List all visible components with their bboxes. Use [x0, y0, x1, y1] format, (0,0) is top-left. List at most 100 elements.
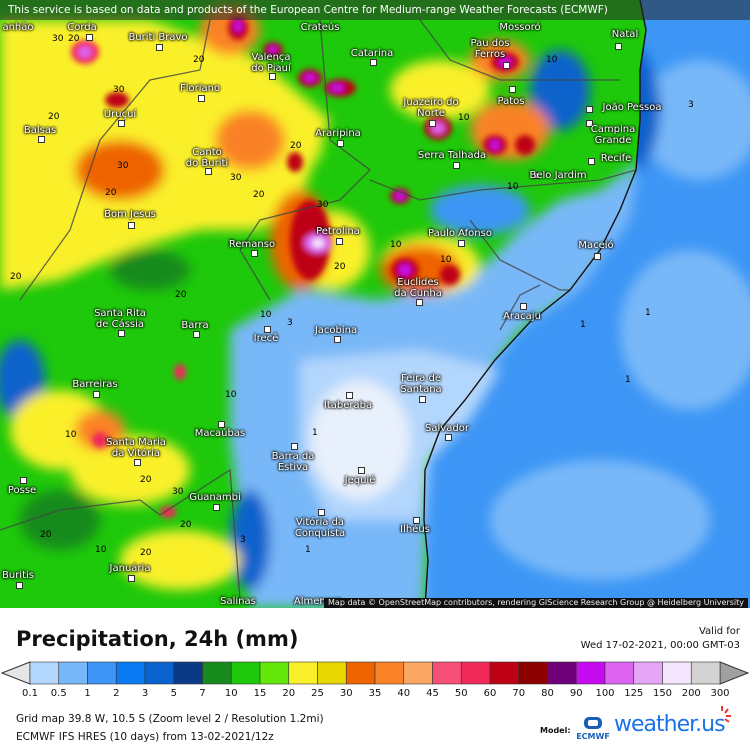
city-label[interactable]: Posse [7, 485, 37, 496]
city-label[interactable]: Buriti Bravo [128, 32, 188, 43]
city-label[interactable]: Crateús [300, 22, 340, 33]
model-label: Model: [540, 726, 571, 735]
color-swatch [374, 661, 405, 685]
city-label[interactable]: Uruçuí [103, 109, 137, 120]
city-marker [291, 443, 298, 450]
city-label[interactable]: Campina Grande [590, 124, 636, 146]
city-label[interactable]: Macaúbas [194, 428, 246, 439]
city-label[interactable]: Salinas [220, 596, 256, 607]
city-label[interactable]: Petrolina [316, 226, 360, 237]
city-label[interactable]: Itaberaba [323, 400, 373, 411]
city-label[interactable]: Vitória da Conquista [294, 517, 346, 539]
city-label[interactable]: Pau dos Ferros [470, 38, 510, 60]
city-label[interactable]: Catarina [350, 48, 394, 59]
isoline-label: 30 [113, 85, 125, 95]
city-label[interactable]: Corda [67, 22, 97, 33]
city-label[interactable]: Buritis [2, 570, 34, 581]
city-label[interactable]: Guanambi [189, 492, 241, 503]
city-marker [419, 396, 426, 403]
city-label[interactable]: Araripina [315, 128, 361, 139]
city-label[interactable]: Maceió [578, 240, 614, 251]
city-marker [198, 95, 205, 102]
city-label[interactable]: Barra da Estiva [271, 451, 315, 473]
city-label[interactable]: Jacobina [314, 325, 358, 336]
scale-tick-label: 90 [569, 688, 583, 699]
color-swatch [633, 661, 663, 685]
city-label[interactable]: Valença do Piauí [251, 52, 291, 74]
ecmwf-logo-icon [584, 717, 602, 729]
city-label[interactable]: João Pessoa [602, 102, 662, 113]
ecmwf-notice-banner: This service is based on data and produc… [0, 0, 750, 20]
scale-tick-label: 60 [483, 688, 497, 699]
city-label[interactable]: Natal [611, 29, 639, 40]
city-label[interactable]: Floriano [179, 83, 221, 94]
scale-tick-label: 45 [426, 688, 439, 699]
isoline-label: 10 [390, 240, 402, 250]
city-label[interactable]: Santa Rita de Cássia [94, 308, 146, 330]
city-marker [128, 222, 135, 229]
city-marker [318, 509, 325, 516]
grid-info: Grid map 39.8 W, 10.5 S (Zoom level 2 / … [16, 713, 324, 725]
map-attribution: Map data © OpenStreetMap contributors, r… [324, 598, 748, 608]
legend-title: Precipitation, 24h (mm) [16, 627, 299, 651]
color-swatch [604, 661, 635, 685]
city-marker [533, 172, 540, 179]
city-label[interactable]: Euclides da Cunha [394, 277, 442, 299]
city-label[interactable]: Remanso [228, 239, 276, 250]
scale-tick-label: 0.1 [22, 688, 38, 699]
brand-text: weather.us [614, 712, 726, 737]
model-run-info: ECMWF IFS HRES (10 days) from 13-02-2021… [16, 731, 274, 743]
city-label[interactable]: Januária [109, 563, 151, 574]
city-marker [93, 391, 100, 398]
city-marker [586, 120, 593, 127]
color-swatch [575, 661, 606, 685]
city-label[interactable]: Almenara [293, 596, 343, 607]
scale-tick-label: 125 [624, 688, 644, 699]
city-marker [118, 330, 125, 337]
city-label[interactable]: Aracaju [503, 311, 541, 322]
city-label[interactable]: Balsas [23, 125, 57, 136]
city-marker [346, 392, 353, 399]
city-marker [588, 158, 595, 165]
color-scale-bar [0, 661, 750, 685]
isoline-label: 20 [140, 548, 152, 558]
city-label[interactable]: Barreiras [72, 379, 118, 390]
city-label[interactable]: Recife [600, 153, 632, 164]
city-label[interactable]: Canto do Buriti [185, 147, 229, 169]
city-label[interactable]: anhão [2, 22, 34, 33]
city-label[interactable]: Paulo Afonso [428, 228, 492, 239]
city-marker [416, 299, 423, 306]
valid-time: Wed 17-02-2021, 00:00 GMT-03 [580, 640, 740, 651]
isoline-label: 30 [172, 487, 184, 497]
scale-tick-label: 70 [512, 688, 526, 699]
isoline-label: 10 [546, 55, 558, 65]
scale-tick-label: 40 [397, 688, 411, 699]
city-marker [193, 331, 200, 338]
city-label[interactable]: Feira de Santana [400, 373, 442, 395]
color-swatch [547, 661, 577, 685]
precipitation-map[interactable]: 30 20 30 20 20 30 20 30 20 20 30 20 10 1… [0, 0, 750, 608]
city-label[interactable]: Patos [497, 96, 525, 107]
city-label[interactable]: Belo Jardim [529, 170, 587, 181]
weather-us-logo[interactable]: weather.us [614, 706, 731, 737]
city-marker [218, 421, 225, 428]
city-label[interactable]: Bom Jesus [104, 209, 156, 220]
isoline-label: 20 [140, 475, 152, 485]
city-marker [586, 106, 593, 113]
city-label[interactable]: Salvador [425, 423, 469, 434]
color-swatch [259, 661, 290, 685]
city-label[interactable]: Mossoró [499, 22, 541, 33]
city-label[interactable]: Santa Maria da Vitória [106, 437, 166, 459]
city-label[interactable]: Ilhéus [400, 524, 430, 535]
city-marker [358, 467, 365, 474]
city-marker [594, 253, 601, 260]
city-label[interactable]: Juazeiro do Norte [403, 97, 459, 119]
isoline-label: 3 [287, 318, 293, 328]
color-swatch [144, 661, 175, 685]
city-label[interactable]: Barra [181, 320, 209, 331]
city-label[interactable]: Serra Talhada [417, 150, 487, 161]
city-label[interactable]: Jequié [344, 475, 376, 486]
city-label[interactable]: Irecê [253, 333, 279, 344]
isoline-label: 20 [180, 520, 192, 530]
color-swatch [518, 661, 548, 685]
